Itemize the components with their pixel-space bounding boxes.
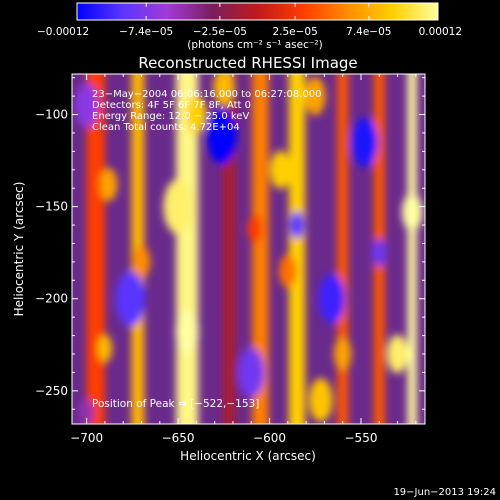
heatmap-spot bbox=[238, 347, 265, 398]
colorbar-tick-label: 0.00012 bbox=[419, 26, 462, 38]
colorbar-tick-label: 7.4e−05 bbox=[346, 26, 391, 38]
plot-frame bbox=[71, 73, 426, 425]
heatmap-spot bbox=[371, 238, 387, 267]
heatmap-spot bbox=[115, 271, 146, 327]
heatmap-spot bbox=[207, 109, 237, 165]
heatmap-band bbox=[252, 74, 269, 424]
colorbar-ticks: −0.00012 −7.4e−05 −2.5e−05 2.5e−05 7.4e−05 0.… bbox=[37, 3, 462, 38]
annotation-line-energy: Energy Range: 12.0 − 25.0 keV bbox=[92, 111, 249, 122]
y-tick-label: −100 bbox=[35, 108, 68, 122]
annotation-block: 23−May−2004 06:06:16.000 to 06:27:08.000… bbox=[92, 89, 322, 133]
heatmap-band bbox=[407, 74, 417, 424]
annotation-line-counts: Clean Total counts: 4.72E+04 bbox=[92, 122, 240, 133]
heatmap-spot bbox=[401, 192, 423, 232]
colorbar-tick-label: −2.5e−05 bbox=[193, 26, 247, 38]
colorbar-units-label: (photons cm⁻² s⁻¹ asec⁻²) bbox=[187, 39, 322, 51]
y-axis-label: Heliocentric Y (arcsec) bbox=[12, 182, 26, 317]
heatmap-spot bbox=[387, 334, 408, 374]
timestamp: 19−Jun−2013 19:24 bbox=[393, 487, 496, 498]
heatmap-spot bbox=[305, 76, 326, 116]
heatmap-spot bbox=[132, 245, 151, 279]
colorbar: −0.00012 −7.4e−05 −2.5e−05 2.5e−05 7.4e−05 0.… bbox=[37, 2, 462, 51]
heatmap-spot bbox=[309, 378, 333, 423]
heatmap-spot bbox=[163, 179, 193, 235]
x-tick-label: −550 bbox=[345, 431, 378, 445]
annotation-line-detectors: Detectors: 4F 5F 6F 7F 8F, Att 0 bbox=[92, 100, 251, 111]
heatmap-spot bbox=[175, 309, 199, 354]
colorbar-tick-label: 2.5e−05 bbox=[272, 26, 317, 38]
colorbar-tick-label: −7.4e−05 bbox=[119, 26, 173, 38]
y-tick-label: −200 bbox=[35, 292, 68, 306]
heatmap-spot bbox=[270, 150, 291, 189]
heatmap-band bbox=[337, 74, 349, 424]
x-tick-label: −700 bbox=[70, 431, 103, 445]
heatmap-band bbox=[288, 74, 306, 424]
axis-ticks: −700 −650 −600 −550 −100 −150 −200 −250 bbox=[35, 74, 425, 445]
heatmap-spot bbox=[318, 274, 345, 324]
heatmap-band bbox=[86, 74, 105, 424]
heatmap-spot bbox=[97, 334, 113, 363]
heatmap-spot bbox=[247, 215, 263, 243]
annotation-line-time: 23−May−2004 06:06:16.000 to 06:27:08.000 bbox=[92, 89, 322, 100]
plot-area: −700 −650 −600 −550 −100 −150 −200 −250 bbox=[35, 73, 426, 445]
heatmap-spot bbox=[289, 211, 305, 239]
heatmap-spot bbox=[186, 95, 207, 134]
heatmap-spot bbox=[213, 74, 235, 107]
heatmap-spot bbox=[79, 399, 94, 424]
y-tick-label: −250 bbox=[35, 384, 68, 398]
colorbar-tick-label: −0.00012 bbox=[37, 26, 89, 38]
x-tick-label: −650 bbox=[162, 431, 195, 445]
y-tick-label: −150 bbox=[35, 200, 68, 214]
heatmap-spot bbox=[99, 168, 118, 201]
heatmap-spot bbox=[279, 254, 297, 288]
colorbar-gradient bbox=[76, 2, 439, 21]
x-tick-label: −600 bbox=[253, 431, 286, 445]
chart-title: Reconstructed RHESSI Image bbox=[138, 54, 357, 72]
heatmap-spot bbox=[333, 337, 352, 371]
heatmap-spot bbox=[351, 117, 378, 167]
heatmap-spot bbox=[74, 83, 99, 128]
peak-position-label: Position of Peak = [−522,−153] bbox=[92, 398, 259, 410]
x-axis-label: Heliocentric X (arcsec) bbox=[180, 449, 316, 463]
heatmap-image bbox=[74, 74, 423, 424]
